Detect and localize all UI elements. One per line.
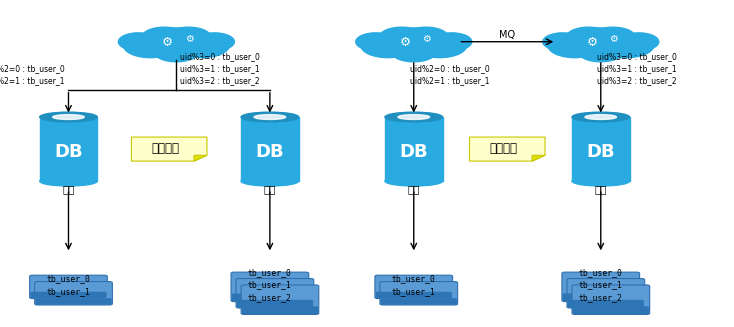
Circle shape xyxy=(542,33,583,51)
Circle shape xyxy=(578,42,623,62)
Ellipse shape xyxy=(398,114,429,119)
Circle shape xyxy=(154,42,199,62)
Text: DB: DB xyxy=(54,143,83,161)
Circle shape xyxy=(379,28,448,59)
FancyBboxPatch shape xyxy=(572,285,650,315)
Ellipse shape xyxy=(40,176,97,186)
Text: tb_user_0
tb_user_1: tb_user_0 tb_user_1 xyxy=(392,274,436,296)
Circle shape xyxy=(566,27,611,47)
FancyBboxPatch shape xyxy=(30,292,106,298)
FancyBboxPatch shape xyxy=(381,298,457,305)
Text: uid%2=0 : tb_user_0
uid%2=1 : tb_user_1: uid%2=0 : tb_user_0 uid%2=1 : tb_user_1 xyxy=(410,64,490,85)
FancyBboxPatch shape xyxy=(376,292,452,298)
Polygon shape xyxy=(194,155,207,161)
FancyBboxPatch shape xyxy=(573,306,649,314)
Circle shape xyxy=(142,27,186,47)
Text: DB: DB xyxy=(399,143,428,161)
FancyBboxPatch shape xyxy=(232,293,308,301)
Text: tb_user_0
tb_user_1
tb_user_2: tb_user_0 tb_user_1 tb_user_2 xyxy=(579,268,622,302)
Circle shape xyxy=(404,27,448,47)
Circle shape xyxy=(590,27,636,47)
Text: 老库: 老库 xyxy=(407,184,420,194)
Circle shape xyxy=(195,33,234,51)
Text: uid%3=0 : tb_user_0
uid%3=1 : tb_user_1
uid%3=2 : tb_user_2: uid%3=0 : tb_user_0 uid%3=1 : tb_user_1 … xyxy=(597,52,677,85)
FancyBboxPatch shape xyxy=(29,275,107,299)
FancyBboxPatch shape xyxy=(562,272,639,301)
Text: 异步双写: 异步双写 xyxy=(490,142,517,155)
Ellipse shape xyxy=(572,176,630,186)
Circle shape xyxy=(391,42,436,62)
Ellipse shape xyxy=(40,112,97,122)
FancyBboxPatch shape xyxy=(241,285,319,315)
Circle shape xyxy=(379,27,424,47)
Text: tb_user_0
tb_user_1: tb_user_0 tb_user_1 xyxy=(46,274,90,296)
Text: 同步双写: 同步双写 xyxy=(152,142,180,155)
Circle shape xyxy=(566,28,636,59)
Polygon shape xyxy=(470,137,545,161)
Ellipse shape xyxy=(53,114,84,119)
Circle shape xyxy=(432,33,472,51)
Text: tb_user_0
tb_user_1
tb_user_2: tb_user_0 tb_user_1 tb_user_2 xyxy=(248,268,292,302)
Text: MQ: MQ xyxy=(499,30,515,40)
Circle shape xyxy=(118,33,159,51)
Circle shape xyxy=(175,34,229,58)
Text: DB: DB xyxy=(586,143,615,161)
Ellipse shape xyxy=(254,114,286,119)
Ellipse shape xyxy=(572,112,630,122)
Ellipse shape xyxy=(241,176,299,186)
Circle shape xyxy=(600,34,653,58)
FancyBboxPatch shape xyxy=(375,275,453,299)
Text: ⚙: ⚙ xyxy=(609,34,618,44)
Circle shape xyxy=(166,27,211,47)
Ellipse shape xyxy=(585,114,617,119)
Bar xyxy=(40,117,97,181)
Text: 新库: 新库 xyxy=(595,184,607,194)
FancyBboxPatch shape xyxy=(563,293,639,301)
Text: DB: DB xyxy=(255,143,284,161)
FancyBboxPatch shape xyxy=(237,300,313,308)
FancyBboxPatch shape xyxy=(241,306,318,314)
Ellipse shape xyxy=(385,176,443,186)
Text: ⚙: ⚙ xyxy=(586,36,597,49)
Text: ⚙: ⚙ xyxy=(185,34,194,44)
Bar xyxy=(572,117,630,181)
Circle shape xyxy=(142,28,211,59)
Circle shape xyxy=(356,33,396,51)
Circle shape xyxy=(123,34,178,58)
Ellipse shape xyxy=(241,112,299,122)
Polygon shape xyxy=(532,155,545,161)
Polygon shape xyxy=(131,137,207,161)
Text: ⚙: ⚙ xyxy=(162,36,173,49)
Bar xyxy=(241,117,299,181)
Text: uid%3=0 : tb_user_0
uid%3=1 : tb_user_1
uid%3=2 : tb_user_2: uid%3=0 : tb_user_0 uid%3=1 : tb_user_1 … xyxy=(180,52,260,85)
Bar xyxy=(385,117,443,181)
Circle shape xyxy=(548,34,602,58)
FancyBboxPatch shape xyxy=(35,298,112,305)
FancyBboxPatch shape xyxy=(236,279,313,308)
Text: uid%2=0 : tb_user_0
uid%2=1 : tb_user_1: uid%2=0 : tb_user_0 uid%2=1 : tb_user_1 xyxy=(0,64,65,85)
FancyBboxPatch shape xyxy=(34,282,112,305)
Text: ⚙: ⚙ xyxy=(399,36,411,49)
Circle shape xyxy=(361,34,415,58)
Circle shape xyxy=(413,34,467,58)
FancyBboxPatch shape xyxy=(231,272,309,301)
Ellipse shape xyxy=(385,112,443,122)
FancyBboxPatch shape xyxy=(567,300,644,308)
Text: 新库: 新库 xyxy=(264,184,276,194)
FancyBboxPatch shape xyxy=(380,282,457,305)
Text: ⚙: ⚙ xyxy=(422,34,431,44)
Text: 老库: 老库 xyxy=(62,184,75,194)
Circle shape xyxy=(619,33,659,51)
FancyBboxPatch shape xyxy=(567,279,644,308)
